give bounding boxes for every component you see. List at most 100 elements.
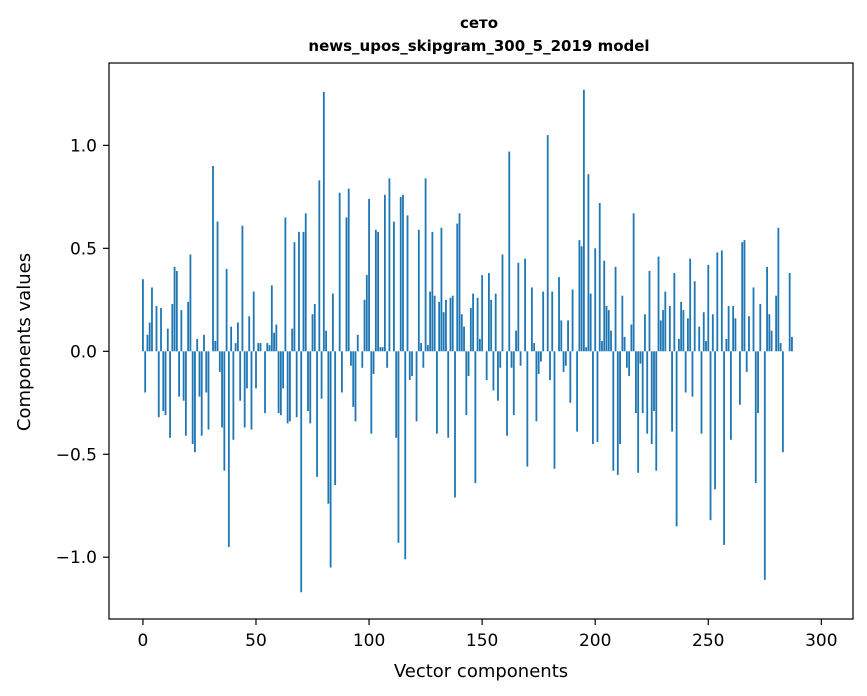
chart-title-line-2: news_upos_skipgram_300_5_2019 model <box>308 37 649 55</box>
bar-133 <box>442 312 445 352</box>
bar-211 <box>619 351 621 444</box>
y-tick-label-2: 0.0 <box>70 342 97 362</box>
bar-262 <box>734 318 737 352</box>
bar-138 <box>454 351 456 498</box>
bar-68 <box>295 351 298 418</box>
x-axis-ticks: 0 50 100 150 200 250 300 <box>138 619 838 651</box>
bar-167 <box>519 351 522 366</box>
bar-188 <box>567 320 569 352</box>
bar-97 <box>361 351 364 368</box>
bar-87 <box>338 192 341 352</box>
bar-267 <box>745 351 748 372</box>
bar-60 <box>277 351 280 414</box>
bar-2 <box>146 334 149 352</box>
bar-173 <box>533 343 536 352</box>
bar-28 <box>205 351 208 393</box>
bar-101 <box>370 351 373 434</box>
bar-258 <box>725 338 728 352</box>
bar-18 <box>182 351 185 401</box>
bar-27 <box>203 334 205 352</box>
bar-179 <box>546 135 549 352</box>
x-tick-label-0: 0 <box>138 631 149 651</box>
bar-276 <box>766 266 768 352</box>
bar-192 <box>576 351 579 432</box>
bar-40 <box>232 351 235 440</box>
bar-182 <box>553 351 556 469</box>
bar-175 <box>537 351 540 374</box>
bar-169 <box>524 258 526 352</box>
bar-32 <box>214 341 217 352</box>
bar-4 <box>151 287 153 352</box>
bar-264 <box>739 351 741 405</box>
bar-158 <box>499 351 502 368</box>
bar-193 <box>578 240 581 352</box>
bar-280 <box>775 295 778 352</box>
bar-42 <box>237 322 239 352</box>
bar-153 <box>488 273 490 352</box>
y-tick-label-4: 1.0 <box>70 136 97 156</box>
bar-190 <box>571 289 574 352</box>
bar-66 <box>291 328 294 352</box>
bar-59 <box>275 324 278 352</box>
bar-15 <box>175 270 178 352</box>
bar-265 <box>741 242 744 352</box>
bar-114 <box>399 196 402 352</box>
bar-94 <box>354 351 357 422</box>
bar-91 <box>347 188 350 352</box>
bar-76 <box>313 303 316 352</box>
bar-115 <box>402 194 404 352</box>
bar-209 <box>614 266 617 352</box>
bar-239 <box>682 310 685 352</box>
bar-217 <box>632 213 635 352</box>
bar-203 <box>601 341 603 352</box>
bar-78 <box>318 180 321 352</box>
bar-112 <box>395 351 398 438</box>
bar-3 <box>148 322 151 352</box>
bar-165 <box>515 330 517 352</box>
bar-9 <box>162 351 165 412</box>
y-axis-ticks: −1.0 −0.5 0.0 0.5 1.0 <box>56 136 109 568</box>
bar-246 <box>698 326 701 352</box>
bar-22 <box>191 351 194 444</box>
bar-237 <box>677 338 680 352</box>
bar-119 <box>411 351 413 377</box>
bar-219 <box>637 351 640 473</box>
bar-257 <box>723 351 726 545</box>
bar-228 <box>657 256 660 352</box>
bar-47 <box>248 316 251 352</box>
bar-214 <box>625 351 628 368</box>
bar-198 <box>589 293 592 352</box>
bar-272 <box>757 351 759 414</box>
bar-222 <box>644 314 646 352</box>
bar-268 <box>748 316 750 352</box>
bar-67 <box>293 242 296 352</box>
bar-45 <box>243 351 246 428</box>
bar-130 <box>436 351 438 434</box>
bar-128 <box>431 231 434 352</box>
bar-38 <box>227 351 230 547</box>
bar-31 <box>212 165 214 352</box>
bar-242 <box>689 258 692 352</box>
bar-8 <box>160 308 162 352</box>
bar-180 <box>549 351 551 381</box>
bar-243 <box>691 351 694 397</box>
bar-137 <box>451 295 454 352</box>
bar-group <box>142 89 793 593</box>
bar-43 <box>239 351 242 401</box>
bar-82 <box>327 351 330 504</box>
bar-233 <box>668 305 671 352</box>
bar-73 <box>307 351 309 412</box>
bar-154 <box>490 299 493 352</box>
bar-199 <box>592 351 594 444</box>
bar-172 <box>530 287 533 352</box>
bar-93 <box>352 351 355 407</box>
bar-204 <box>603 260 606 352</box>
bar-287 <box>791 336 793 352</box>
bar-75 <box>311 314 314 352</box>
x-tick-label-1: 50 <box>245 631 267 651</box>
bar-111 <box>393 221 395 352</box>
bar-25 <box>198 351 201 397</box>
bar-247 <box>700 351 703 434</box>
